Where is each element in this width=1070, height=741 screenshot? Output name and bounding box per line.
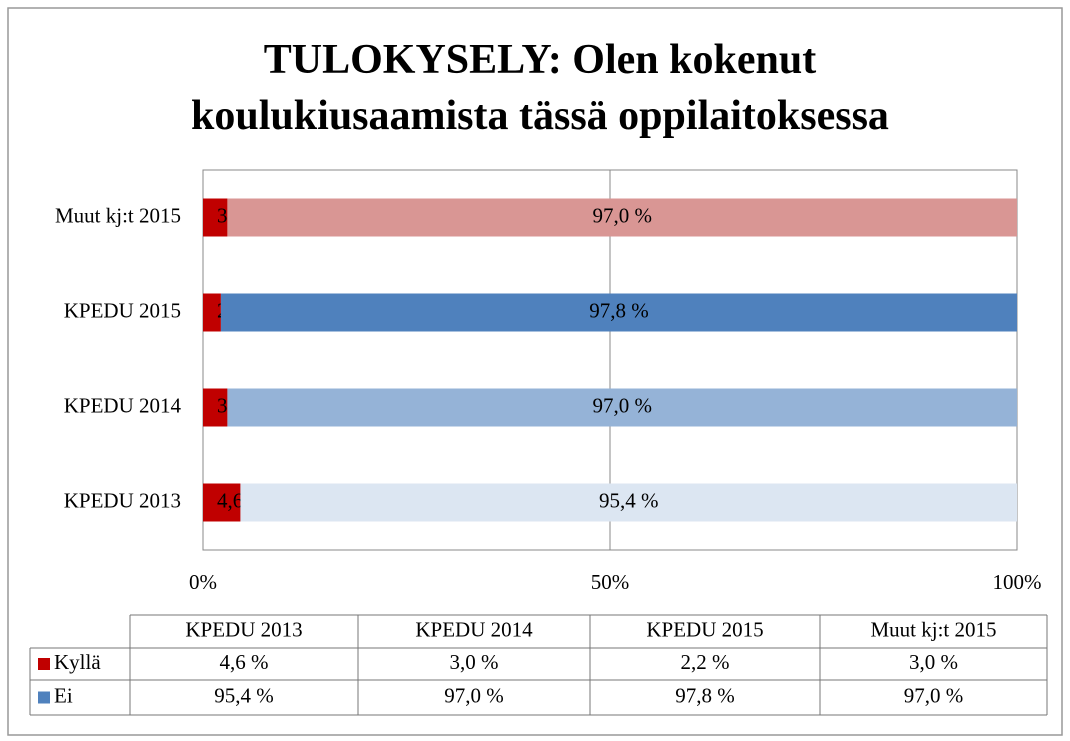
data-label: 97,0 %: [592, 203, 652, 227]
bar-segment: [227, 388, 1018, 427]
y-tick-label: KPEDU 2014: [64, 393, 182, 417]
table-header: KPEDU 2013: [185, 617, 302, 641]
table-cell: 97,0 %: [904, 683, 964, 707]
bar-segment: [203, 293, 221, 332]
table-cell: 97,0 %: [444, 683, 504, 707]
y-tick-label: KPEDU 2015: [64, 298, 181, 322]
bar-segment: [220, 293, 1017, 332]
bar-segment: [203, 483, 241, 522]
table-cell: 3,0 %: [450, 650, 499, 674]
y-tick-label: KPEDU 2013: [64, 488, 181, 512]
frame: [7, 7, 1063, 736]
bar-segment: [240, 483, 1018, 522]
table-header: Muut kj:t 2015: [870, 617, 996, 641]
table-header: KPEDU 2015: [646, 617, 763, 641]
legend-swatch: [38, 691, 50, 704]
data-label: 97,0 %: [592, 393, 652, 417]
bar-segment: [203, 198, 228, 237]
x-tick-label: 100%: [993, 570, 1042, 594]
table-cell: 4,6 %: [220, 650, 269, 674]
data-label: 95,4 %: [599, 488, 659, 512]
legend-label: Ei: [54, 683, 73, 707]
table-header: KPEDU 2014: [415, 617, 533, 641]
table-cell: 95,4 %: [214, 683, 274, 707]
table-cell: 2,2 %: [681, 650, 730, 674]
data-label: 97,8 %: [589, 298, 649, 322]
legend-label: Kyllä: [54, 650, 101, 674]
x-tick-label: 0%: [189, 570, 217, 594]
bar-segment: [227, 198, 1018, 237]
bar-segment: [203, 388, 228, 427]
table-cell: 3,0 %: [909, 650, 958, 674]
chart-title: TULOKYSELY: Olen kokenut koulukiusaamist…: [191, 37, 889, 139]
legend-swatch: [38, 658, 50, 670]
x-tick-label: 50%: [591, 570, 630, 594]
table-cell: 97,8 %: [675, 683, 735, 707]
y-tick-label: Muut kj:t 2015: [55, 203, 181, 227]
